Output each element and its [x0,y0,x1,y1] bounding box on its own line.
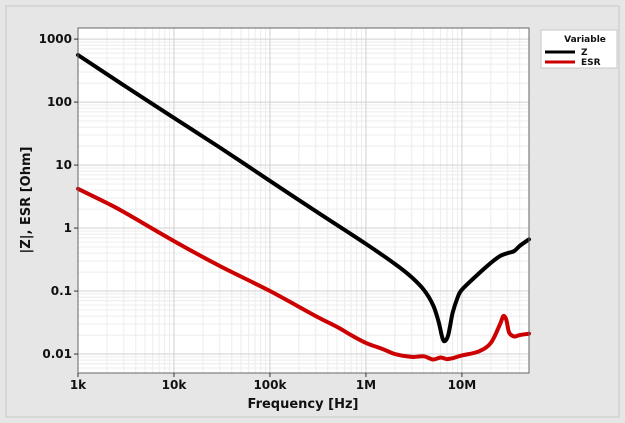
x-tick-label: 1k [70,378,87,392]
series-line-esr [76,186,531,362]
y-tick-label: 0.1 [51,284,72,298]
x-tick-label: 10M [448,378,477,392]
legend-title: Variable [564,35,606,45]
minor-grid [78,28,530,374]
y-axis-label: |Z|, ESR [Ohm] [19,147,34,254]
x-tick-label: 100k [253,378,287,392]
series-line-z [76,53,531,344]
y-axis-ticks: 0.01 0.1 1 10 100 1000 [39,32,78,361]
y-tick-label: 0.01 [42,347,72,361]
y-tick-label: 1000 [39,32,72,46]
series-layer [76,53,531,362]
y-tick-label: 1 [64,221,72,235]
x-tick-label: 10k [162,378,188,392]
legend-label-z: Z [581,48,588,58]
legend-label-esr: ESR [581,58,601,68]
y-tick-label: 100 [47,95,72,109]
y-tick-label: 10 [55,158,72,172]
plot-frame [77,27,530,374]
x-tick-label: 1M [356,378,376,392]
legend: Variable Z ESR [540,29,618,69]
x-axis-label: Frequency [Hz] [248,397,359,412]
plot-area [78,28,529,373]
x-axis-ticks: 1k 10k 100k 1M 10M [70,373,476,392]
